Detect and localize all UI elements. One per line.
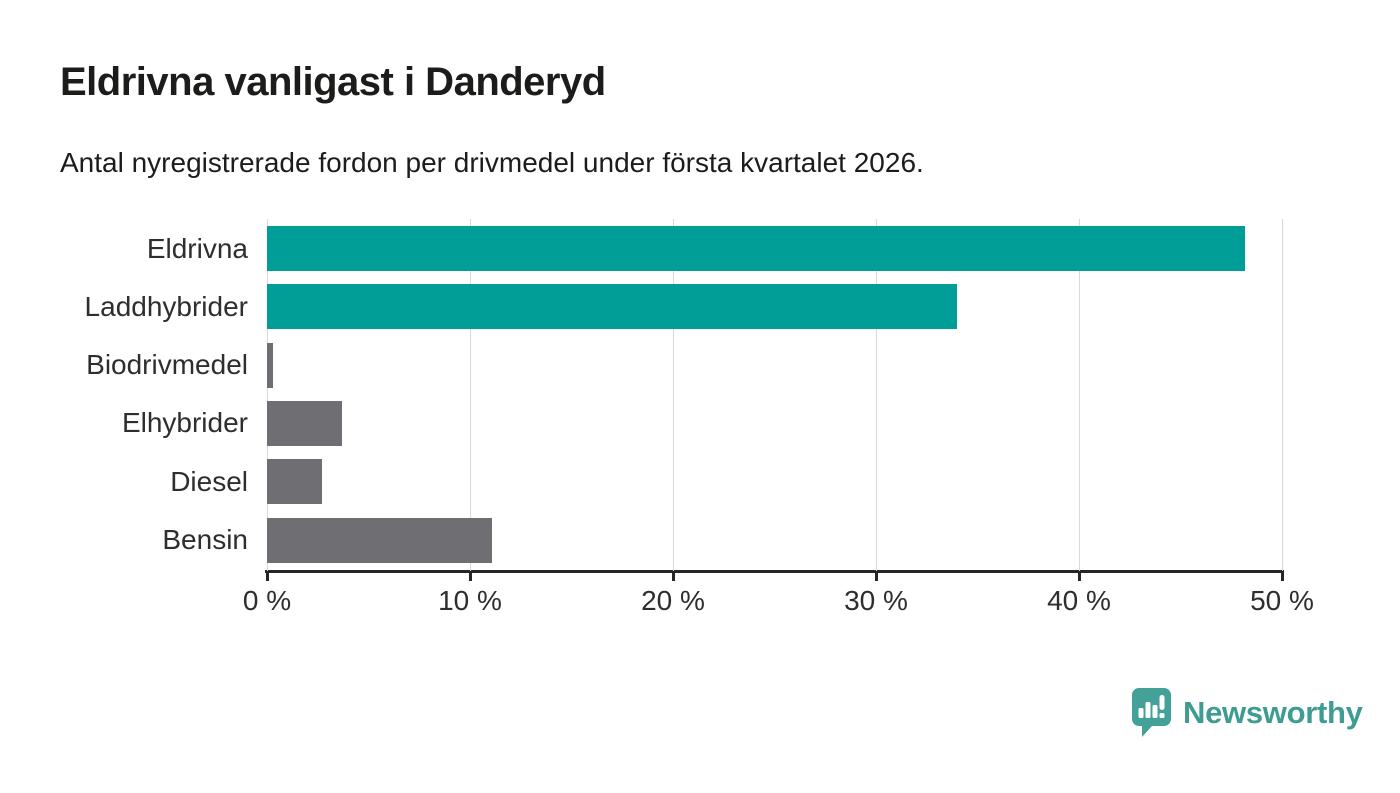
chart-title: Eldrivna vanligast i Danderyd [60, 60, 606, 104]
x-axis-tick-label: 40 % [1047, 585, 1111, 616]
category-label-elhybrider: Elhybrider [121, 407, 248, 439]
category-label-biodrivmedel: Biodrivmedel [86, 349, 248, 381]
gridline-20 [673, 219, 674, 571]
x-axis-tick-10 [469, 571, 472, 581]
gridline-50 [1282, 219, 1283, 571]
x-axis-tick-20 [672, 571, 675, 581]
logo-exclamation-dot [1159, 713, 1165, 718]
x-axis-tick-50 [1281, 571, 1284, 581]
category-label-diesel: Diesel [170, 465, 248, 497]
bar-diesel [267, 459, 322, 505]
gridline-10 [470, 219, 471, 571]
x-axis-tick-0 [266, 571, 269, 581]
gridline-30 [876, 219, 877, 571]
newsworthy-logo: Newsworthy [1131, 687, 1363, 739]
category-label-laddhybrider: Laddhybrider [84, 290, 248, 322]
bar-laddhybrider [267, 284, 958, 330]
x-axis-tick-40 [1078, 571, 1081, 581]
x-axis-tick-30 [875, 571, 878, 581]
gridline-40 [1079, 219, 1080, 571]
bar-eldrivna [267, 226, 1246, 271]
x-axis-tick-label: 10 % [438, 585, 502, 616]
category-label-eldrivna: Eldrivna [146, 232, 248, 264]
gridline-0 [267, 219, 268, 571]
x-axis-tick-label: 50 % [1250, 585, 1314, 616]
chart-subtitle: Antal nyregistrerade fordon per drivmede… [60, 147, 924, 178]
bar-bensin [267, 517, 493, 563]
x-axis-tick-label: 0 % [242, 585, 292, 616]
y-axis-labels: Eldrivna Laddhybrider Biodrivmedel Elhybrid… [0, 219, 248, 571]
bar-elhybrider [267, 400, 343, 446]
x-axis-line [265, 570, 1284, 573]
x-axis-tick-label: 20 % [641, 585, 705, 616]
x-axis-tick-label: 30 % [844, 585, 908, 616]
bar-biodrivmedel [267, 342, 274, 388]
logo-exclamation-bar [1159, 695, 1165, 710]
plot-area: 0 % 10 % 20 % 30 % 40 % 50 % [243, 219, 1314, 616]
category-label-bensin: Bensin [162, 524, 248, 555]
newsworthy-logo-icon [1132, 688, 1171, 737]
newsworthy-logo-text: Newsworthy [1183, 695, 1363, 730]
logo-bar-chart-glyph [1138, 695, 1165, 718]
